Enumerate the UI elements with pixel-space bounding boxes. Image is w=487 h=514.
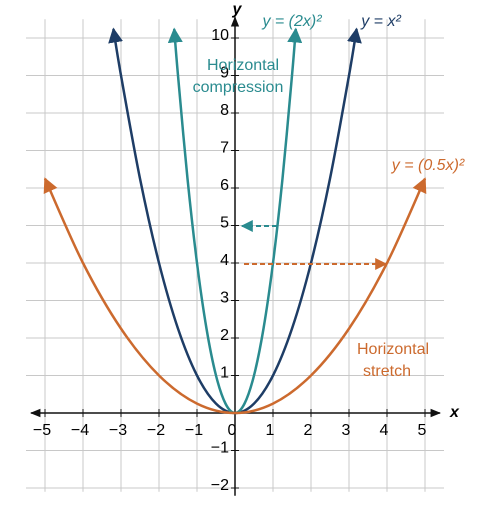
x-tick-label: 2 xyxy=(304,422,313,439)
x-tick-label: −1 xyxy=(185,422,203,439)
annotation: stretch xyxy=(363,363,411,380)
x-tick-label: −3 xyxy=(109,422,127,439)
annotation: Horizontal xyxy=(357,341,429,358)
x-tick-label: 5 xyxy=(418,422,427,439)
y-tick-label: 7 xyxy=(220,140,229,157)
y-tick-label: 1 xyxy=(220,365,229,382)
curve xyxy=(43,177,427,415)
series-label: y = (0.5x)² xyxy=(391,157,465,174)
y-axis-label: y xyxy=(232,1,243,18)
x-tick-label: 1 xyxy=(266,422,275,439)
y-tick-label: 3 xyxy=(220,290,229,307)
annotation: Horizontal xyxy=(207,57,279,74)
series-label: y = (2x)² xyxy=(261,13,322,30)
y-tick-label: 8 xyxy=(220,102,229,119)
y-tick-label: 6 xyxy=(220,177,229,194)
y-tick-label: 4 xyxy=(220,252,229,269)
y-tick-label: −1 xyxy=(211,440,229,457)
x-tick-label: 0 xyxy=(228,422,237,439)
x-tick-label: −5 xyxy=(33,422,51,439)
x-tick-label: 3 xyxy=(342,422,351,439)
y-tick-label: −2 xyxy=(211,477,229,494)
annotation: compression xyxy=(193,79,284,96)
x-tick-label: −2 xyxy=(147,422,165,439)
x-tick-label: 4 xyxy=(380,422,389,439)
x-tick-label: −4 xyxy=(71,422,89,439)
series-label: y = x² xyxy=(360,13,401,30)
y-tick-label: 5 xyxy=(220,215,229,232)
y-tick-label: 10 xyxy=(211,27,229,44)
x-axis-label: x xyxy=(449,404,460,421)
y-tick-label: 9 xyxy=(220,65,229,82)
y-tick-label: 2 xyxy=(220,327,229,344)
